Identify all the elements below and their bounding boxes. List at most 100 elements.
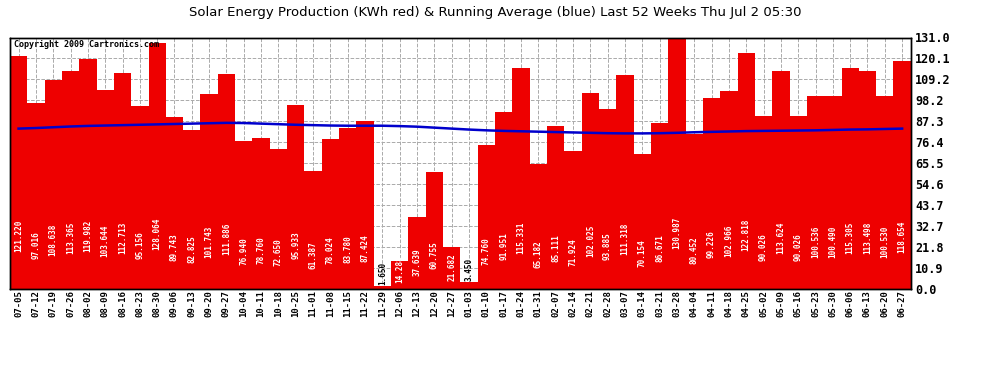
Bar — [755, 116, 772, 289]
Bar — [668, 38, 686, 289]
Bar — [721, 91, 738, 289]
Bar — [582, 93, 599, 289]
Text: 87.424: 87.424 — [360, 234, 369, 262]
Bar — [356, 121, 374, 289]
Text: 14.288: 14.288 — [395, 255, 404, 283]
Text: 70.154: 70.154 — [638, 239, 646, 267]
Bar — [460, 282, 478, 289]
Bar — [616, 75, 634, 289]
Bar — [62, 71, 79, 289]
Text: 85.111: 85.111 — [551, 235, 560, 262]
Text: 111.886: 111.886 — [222, 222, 231, 255]
Text: 65.182: 65.182 — [534, 240, 543, 268]
Bar — [686, 135, 703, 289]
Bar — [825, 96, 842, 289]
Text: Solar Energy Production (KWh red) & Running Average (blue) Last 52 Weeks Thu Jul: Solar Energy Production (KWh red) & Runn… — [189, 6, 801, 19]
Text: 99.226: 99.226 — [707, 231, 716, 258]
Text: 61.387: 61.387 — [309, 242, 318, 269]
Text: 90.026: 90.026 — [759, 233, 768, 261]
Bar — [513, 68, 530, 289]
Text: 71.924: 71.924 — [568, 238, 577, 266]
Bar — [634, 154, 651, 289]
Text: 108.638: 108.638 — [49, 223, 57, 256]
Text: 82.825: 82.825 — [187, 235, 196, 263]
Bar — [444, 247, 460, 289]
Text: 115.331: 115.331 — [517, 221, 526, 254]
Bar — [131, 106, 148, 289]
Bar — [305, 171, 322, 289]
Bar — [599, 109, 616, 289]
Bar — [703, 99, 721, 289]
Text: 97.016: 97.016 — [32, 231, 41, 259]
Text: 90.026: 90.026 — [794, 233, 803, 261]
Bar — [236, 141, 252, 289]
Text: 119.982: 119.982 — [83, 220, 92, 252]
Text: 60.755: 60.755 — [430, 242, 439, 269]
Text: 95.156: 95.156 — [136, 232, 145, 260]
Text: 121.220: 121.220 — [14, 220, 23, 252]
Bar — [166, 117, 183, 289]
Bar — [79, 58, 97, 289]
Text: 72.650: 72.650 — [274, 238, 283, 266]
Text: 112.713: 112.713 — [118, 222, 127, 254]
Text: 21.682: 21.682 — [447, 253, 456, 280]
Bar — [409, 216, 426, 289]
Text: 100.536: 100.536 — [811, 225, 820, 258]
Text: 83.780: 83.780 — [344, 235, 352, 263]
Text: 3.450: 3.450 — [464, 258, 473, 281]
Bar — [859, 71, 876, 289]
Bar — [564, 151, 582, 289]
Bar — [97, 90, 114, 289]
Text: 89.743: 89.743 — [170, 233, 179, 261]
Text: 95.933: 95.933 — [291, 231, 300, 259]
Bar — [148, 43, 166, 289]
Bar — [876, 96, 894, 289]
Bar — [478, 146, 495, 289]
Text: 128.064: 128.064 — [152, 217, 161, 250]
Text: 115.305: 115.305 — [845, 221, 854, 254]
Text: 1.650: 1.650 — [378, 261, 387, 285]
Bar — [790, 116, 807, 289]
Text: 78.760: 78.760 — [256, 236, 265, 264]
Text: 37.639: 37.639 — [413, 248, 422, 276]
Bar — [218, 74, 236, 289]
Text: 100.530: 100.530 — [880, 225, 889, 258]
Text: 111.318: 111.318 — [621, 222, 630, 255]
Bar — [200, 94, 218, 289]
Text: 80.452: 80.452 — [690, 236, 699, 264]
Text: 113.365: 113.365 — [66, 222, 75, 254]
Text: 78.024: 78.024 — [326, 237, 335, 264]
Text: 93.885: 93.885 — [603, 232, 612, 260]
Text: 130.987: 130.987 — [672, 217, 681, 249]
Bar — [495, 112, 513, 289]
Bar — [374, 286, 391, 289]
Text: 100.490: 100.490 — [829, 225, 838, 258]
Bar — [10, 56, 28, 289]
Bar — [28, 103, 45, 289]
Text: 103.644: 103.644 — [101, 225, 110, 257]
Bar — [322, 139, 339, 289]
Bar — [339, 128, 356, 289]
Text: 74.760: 74.760 — [482, 238, 491, 266]
Bar — [114, 73, 131, 289]
Bar — [842, 68, 859, 289]
Bar — [45, 80, 62, 289]
Text: 102.966: 102.966 — [725, 225, 734, 257]
Text: 91.951: 91.951 — [499, 232, 508, 260]
Text: 118.654: 118.654 — [898, 220, 907, 253]
Bar — [807, 96, 825, 289]
Bar — [183, 130, 200, 289]
Bar — [651, 123, 668, 289]
Bar — [547, 126, 564, 289]
Text: 76.940: 76.940 — [240, 237, 248, 265]
Text: 101.743: 101.743 — [205, 225, 214, 258]
Bar — [738, 53, 755, 289]
Bar — [269, 149, 287, 289]
Bar — [894, 61, 911, 289]
Text: Copyright 2009 Cartronics.com: Copyright 2009 Cartronics.com — [15, 40, 159, 49]
Bar — [391, 261, 409, 289]
Text: 102.025: 102.025 — [586, 225, 595, 258]
Bar — [287, 105, 305, 289]
Bar — [530, 164, 547, 289]
Text: 86.671: 86.671 — [655, 234, 664, 262]
